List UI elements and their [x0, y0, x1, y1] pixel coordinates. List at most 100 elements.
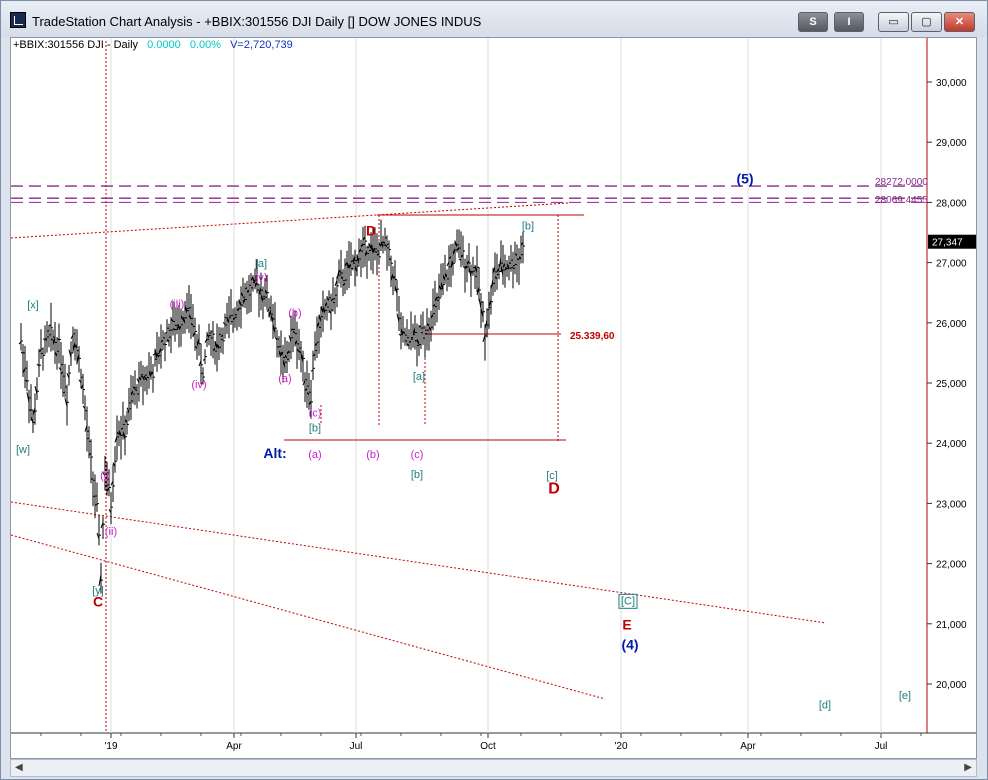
price-bar-open — [50, 338, 54, 341]
price-bar-open — [382, 241, 386, 245]
price-bar-open — [456, 246, 460, 252]
price-bar-open — [404, 340, 408, 343]
price-bar-open — [180, 315, 184, 321]
price-bar-open — [260, 294, 264, 303]
minimize-button[interactable]: ▭ — [878, 12, 909, 32]
price-bar-open — [312, 353, 316, 357]
price-bar-open — [320, 305, 324, 313]
price-tick-label: 24,000 — [936, 439, 967, 450]
price-bar-open — [368, 242, 372, 250]
price-bar-open — [510, 266, 514, 269]
wave-label: (4) — [621, 636, 638, 652]
price-bar-open — [364, 250, 368, 257]
price-bar-open — [28, 408, 32, 412]
wave-label-box — [618, 593, 638, 609]
price-bar-open — [252, 277, 256, 284]
title-bar[interactable]: TradeStation Chart Analysis - +BBIX:3015… — [1, 1, 987, 37]
price-bar-open — [310, 369, 314, 372]
s-menu-button[interactable]: S — [798, 12, 828, 32]
price-bar-open — [30, 416, 34, 424]
price-bar-open — [186, 309, 190, 312]
wave-label: (iv) — [191, 379, 206, 391]
price-bar-open — [426, 322, 430, 327]
i-menu-button[interactable]: I — [834, 12, 864, 32]
price-bar-open — [518, 256, 522, 260]
price-bar-open — [102, 472, 106, 477]
change-value: 0.0000 — [147, 39, 181, 51]
price-bar-open — [286, 350, 290, 355]
close-button[interactable]: ✕ — [944, 12, 975, 32]
price-bar-open — [302, 379, 306, 386]
price-axis-panel — [927, 38, 976, 733]
time-tick-label: '20 — [614, 741, 627, 752]
price-bar-open — [342, 282, 346, 287]
price-bar-open — [462, 265, 466, 269]
price-bar-open — [72, 342, 76, 352]
price-bar-open — [146, 376, 150, 379]
price-bar-open — [508, 261, 512, 265]
price-bar-open — [110, 480, 114, 486]
price-bar-open — [64, 398, 68, 407]
price-bar-open — [52, 336, 56, 346]
price-bar-open — [142, 375, 146, 380]
price-bar-open — [96, 532, 100, 540]
scroll-right-icon[interactable]: ▶ — [964, 762, 972, 773]
price-bar-open — [388, 257, 392, 261]
price-bar-open — [232, 317, 236, 321]
price-bar-open — [372, 247, 376, 254]
price-bar-open — [272, 324, 276, 334]
wave-label: (iii) — [170, 299, 185, 311]
price-bar-open — [384, 243, 388, 248]
price-bar-open — [288, 335, 292, 343]
price-bar-open — [198, 360, 202, 367]
wave-label: (a) — [278, 373, 291, 385]
price-bar-open — [138, 377, 142, 381]
price-bar-open — [360, 243, 364, 248]
symbol-label: +BBIX:301556 DJI - Daily — [13, 39, 139, 51]
price-bar-open — [474, 264, 478, 274]
wave-label: [a] — [255, 258, 267, 270]
scroll-left-icon[interactable]: ◀ — [15, 762, 23, 773]
price-bar-open — [104, 485, 108, 488]
price-bar-open — [494, 276, 498, 280]
price-bar-open — [390, 273, 394, 281]
price-bar-open — [414, 339, 418, 342]
price-bar-open — [46, 330, 50, 333]
price-bar-open — [244, 287, 248, 290]
price-bar-open — [394, 285, 398, 294]
price-bar-open — [340, 275, 344, 280]
price-bar-open — [108, 508, 112, 514]
price-bar-open — [436, 296, 440, 299]
price-bar-open — [434, 296, 438, 302]
wave-label: [b] — [411, 469, 423, 481]
price-bar-open — [476, 286, 480, 296]
wave-label: [y] — [92, 585, 104, 597]
price-bar-open — [314, 342, 318, 347]
price-bar-open — [152, 352, 156, 356]
price-tick-label: 21,000 — [936, 620, 967, 631]
price-bar-open — [226, 316, 230, 324]
price-bar-open — [98, 574, 102, 587]
price-bar-open — [410, 337, 414, 341]
price-chart[interactable]: 30,000 29,000 28,000 27,000 26,000 25,000 24,0… — [11, 38, 976, 758]
price-bar-open — [158, 347, 162, 355]
price-bar-open — [430, 313, 434, 319]
price-bar-open — [306, 392, 310, 396]
horizontal-scrollbar[interactable]: ◀ ▶ — [10, 759, 977, 777]
time-tick-label: Oct — [480, 741, 496, 752]
maximize-button[interactable]: ▢ — [911, 12, 942, 32]
price-bar-open — [66, 373, 70, 379]
price-bar-open — [266, 308, 270, 313]
support-level-label: 25.339,60 — [570, 331, 615, 342]
price-tick-label: 22,000 — [936, 560, 967, 571]
price-bar-open — [464, 265, 468, 270]
price-bar-open — [166, 338, 170, 343]
symbol-info: +BBIX:301556 DJI - Daily 0.0000 0.00% V=… — [13, 39, 299, 51]
price-bar-open — [182, 317, 186, 324]
price-bar-open — [418, 325, 422, 328]
price-bar-open — [406, 343, 410, 347]
price-bar-open — [292, 330, 296, 334]
price-bar-open — [212, 347, 216, 352]
price-bar-open — [18, 341, 22, 345]
chart-area[interactable]: 30,000 29,000 28,000 27,000 26,000 25,000 24,0… — [10, 37, 977, 759]
